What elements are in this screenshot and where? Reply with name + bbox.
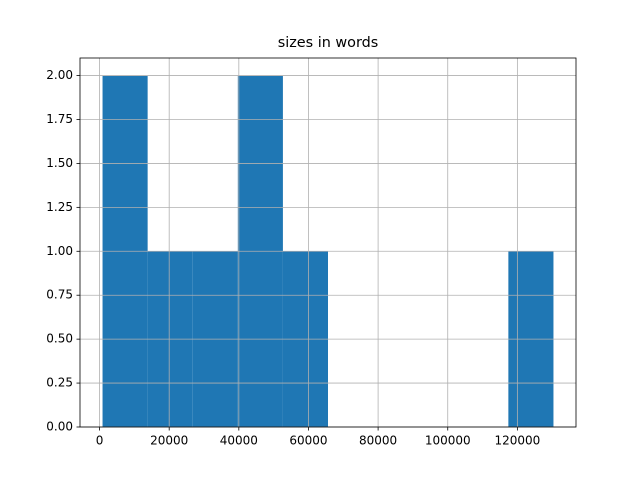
y-tick-label: 0.75	[46, 288, 73, 302]
y-tick-label: 1.50	[46, 156, 73, 170]
x-tick-label: 40000	[220, 434, 258, 448]
y-tick-label: 0.50	[46, 332, 73, 346]
x-tick-label: 60000	[289, 434, 327, 448]
chart-title: sizes in words	[278, 35, 379, 51]
y-tick-label: 1.00	[46, 244, 73, 258]
x-tick-label: 120000	[494, 434, 540, 448]
x-tick-label: 0	[96, 434, 104, 448]
y-tick-label: 2.00	[46, 68, 73, 82]
y-tick-label: 1.25	[46, 200, 73, 214]
plot-frame	[79, 57, 577, 428]
y-tick-label: 1.75	[46, 112, 73, 126]
y-tick-label: 0.00	[46, 420, 73, 434]
x-tick-label: 20000	[150, 434, 188, 448]
x-tick-label: 80000	[359, 434, 397, 448]
y-tick-label: 0.25	[46, 376, 73, 390]
x-tick-label: 100000	[425, 434, 471, 448]
